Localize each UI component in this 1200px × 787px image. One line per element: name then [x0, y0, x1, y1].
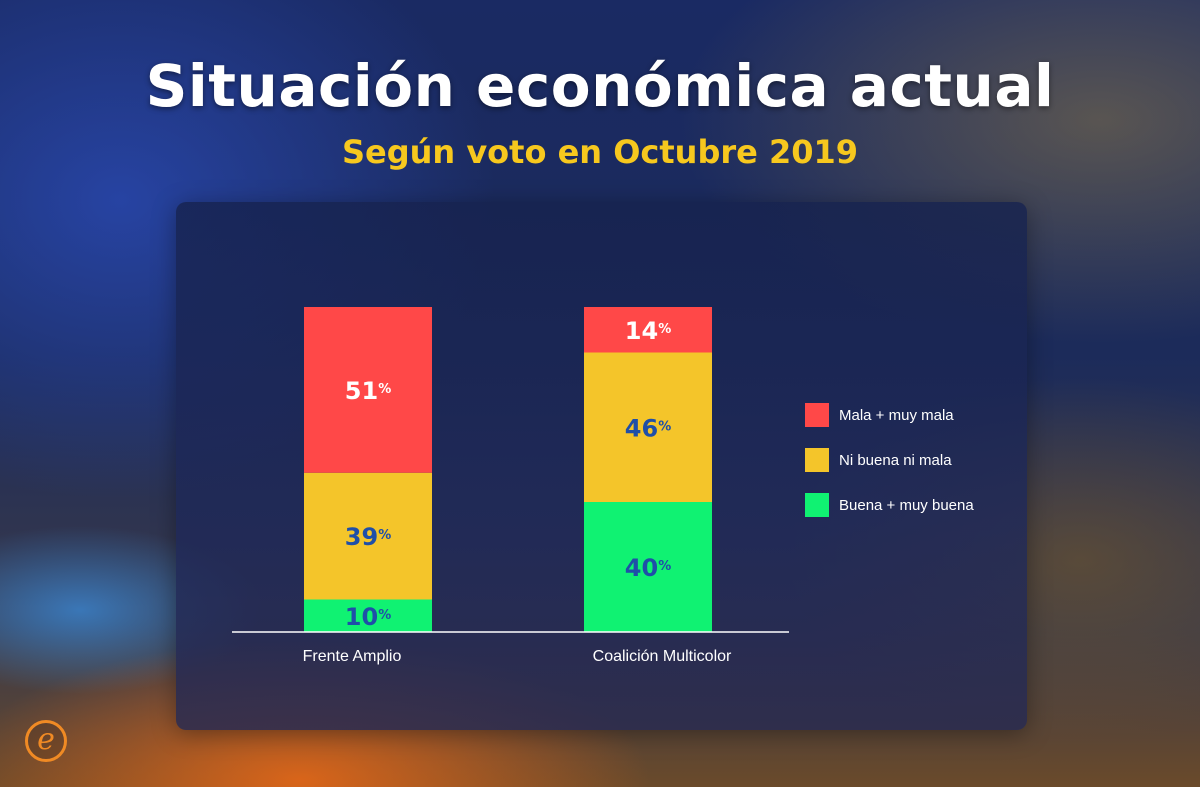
- bar-mala-1: [584, 307, 712, 353]
- data-label-ni-0: 39%: [345, 523, 391, 551]
- chart-subtitle: Según voto en Octubre 2019: [341, 133, 859, 171]
- x-tick-label-1: Coalición Multicolor: [593, 648, 732, 665]
- legend-item-buena: Buena + muy buena: [805, 493, 974, 517]
- data-label-ni-1: 46%: [625, 414, 671, 442]
- legend-label-ni: Ni buena ni mala: [839, 451, 952, 469]
- brand-logo: e: [25, 720, 67, 762]
- data-label-mala-0: 51%: [345, 377, 391, 405]
- bar-buena-1: [584, 502, 712, 632]
- bar-ni-0: [304, 472, 432, 600]
- legend-item-mala: Mala + muy mala: [805, 403, 974, 427]
- legend-swatch-ni: [805, 448, 829, 472]
- bars-group: 10% 39% 51% 40% 46% 14%: [304, 307, 712, 632]
- legend: Mala + muy mala Ni buena ni mala Buena +…: [805, 403, 974, 538]
- legend-swatch-mala: [805, 403, 829, 427]
- legend-item-ni: Ni buena ni mala: [805, 448, 974, 472]
- legend-swatch-buena: [805, 493, 829, 517]
- x-tick-label-0: Frente Amplio: [303, 648, 402, 665]
- data-label-buena-1: 40%: [625, 554, 671, 582]
- x-tick-labels: Frente Amplio Coalición Multicolor: [303, 648, 732, 665]
- chart-title: Situación económica actual: [145, 52, 1055, 120]
- bar-mala-0: [304, 307, 432, 473]
- data-label-mala-1: 14%: [625, 317, 671, 345]
- bar-ni-1: [584, 352, 712, 502]
- data-label-buena-0: 10%: [345, 603, 391, 631]
- bar-buena-0: [304, 599, 432, 632]
- legend-label-buena: Buena + muy buena: [839, 496, 974, 514]
- legend-label-mala: Mala + muy mala: [839, 406, 954, 424]
